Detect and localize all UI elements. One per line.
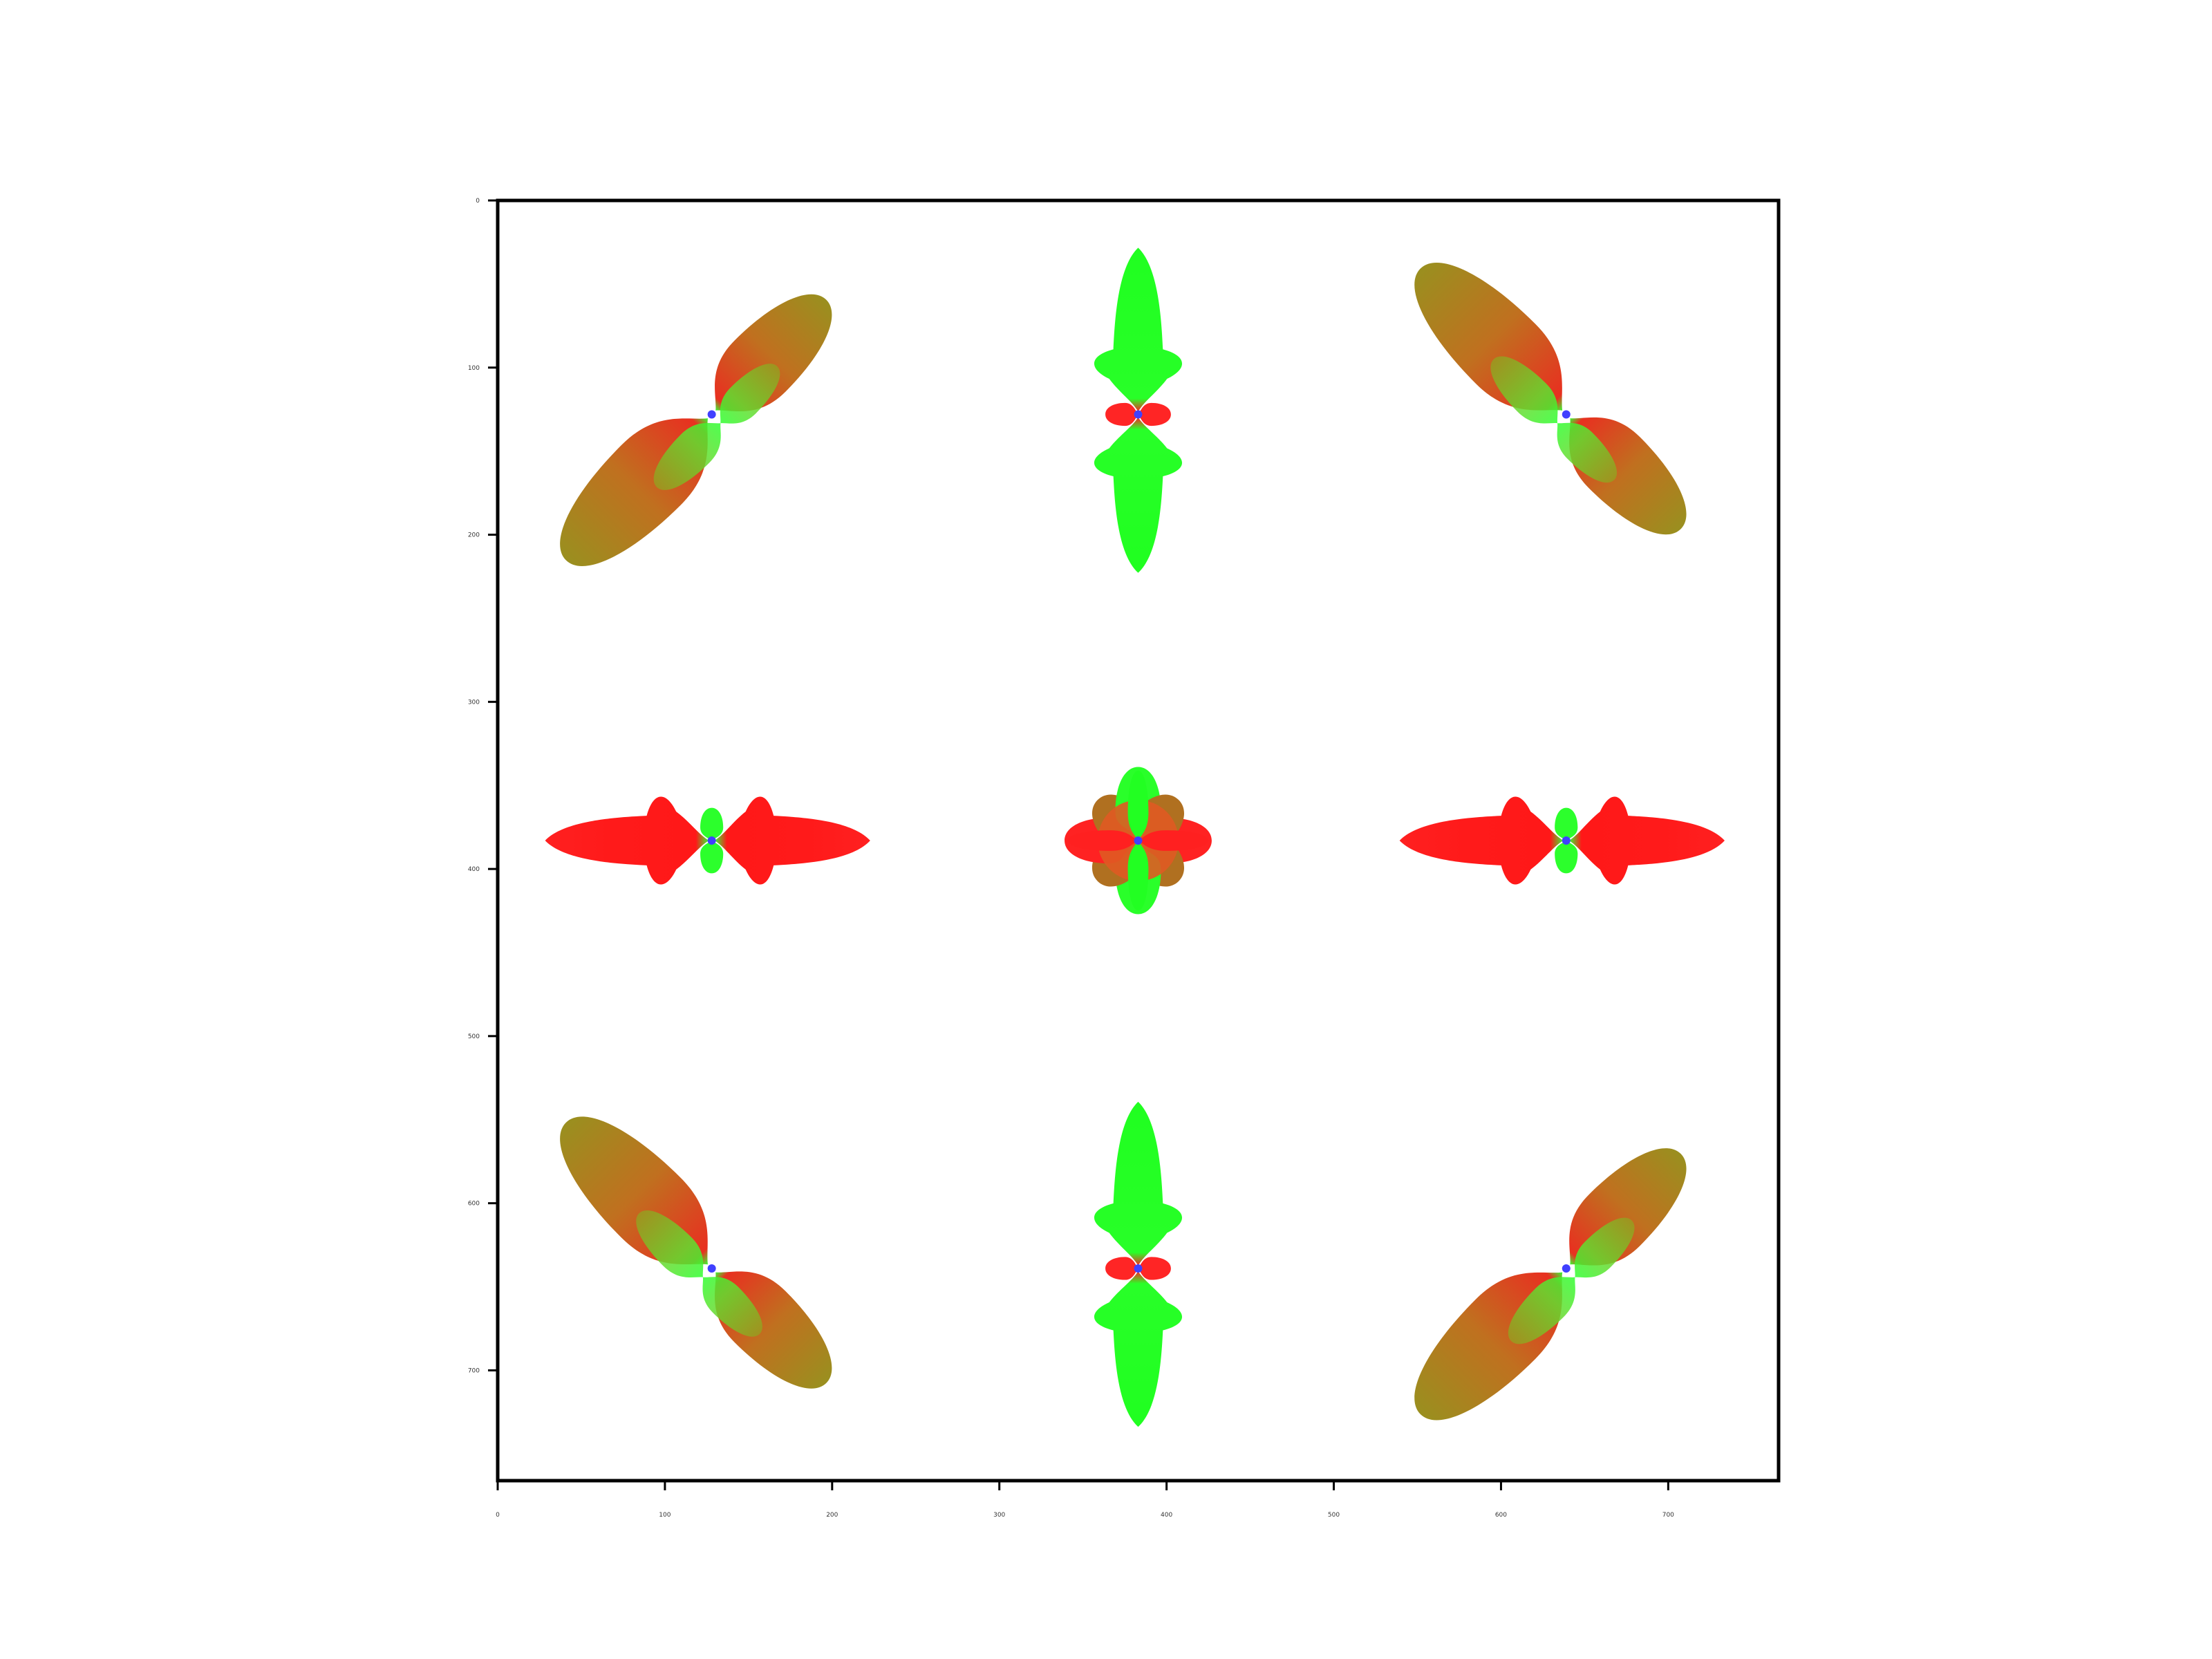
glyph-center-dot [1134,410,1143,418]
glyph-bottom-right [1391,1124,1711,1444]
y-tick-label: 0 [476,198,480,205]
glyph-bottom-center [1094,1102,1182,1427]
glyph-lobe-main [1094,1102,1182,1266]
glyph-middle-right [1400,796,1725,884]
glyph-lobe-long [536,388,738,590]
x-tick-label: 0 [496,1512,500,1519]
glyph-lobe-main [1400,796,1564,884]
y-tick-label: 100 [468,365,480,372]
glyph-lobe-main [1094,247,1182,411]
glyph-lobe-long [1391,238,1592,440]
glyph-lobe-cross [1555,808,1577,841]
y-tick-label: 600 [468,1201,480,1208]
glyph-center-dot [708,836,716,845]
glyph-top-left [536,270,856,590]
x-tick-label: 700 [1662,1512,1674,1519]
glyph-lobe-main [715,796,870,884]
y-tick-label: 500 [468,1033,480,1040]
x-tick-label: 400 [1161,1512,1172,1519]
glyph-lobe-long [1391,1242,1592,1443]
glyph-lobe-cross [1555,841,1577,873]
x-tick-label: 500 [1328,1512,1340,1519]
glyph-lobe-main [1094,1271,1182,1427]
glyph-center-dot [1134,1264,1143,1273]
glyph-center-dot [1562,836,1571,845]
glyph-middle-left [545,796,870,884]
y-tick-label: 200 [468,532,480,539]
x-tick-label: 200 [826,1512,838,1519]
glyph-lobe-cross [1138,403,1171,426]
glyph-layer [536,238,1725,1444]
y-tick-label: 400 [468,866,480,873]
glyph-lobe-cross [1105,403,1138,426]
y-tick-label: 300 [468,699,480,706]
glyph-lobe-main [1569,796,1725,884]
glyph-lobe-long [536,1093,738,1294]
y-tick-label: 700 [468,1367,480,1374]
glyph-lobe-cross [1138,1257,1171,1280]
glyph-center [1065,767,1212,915]
glyph-top-right [1391,238,1711,559]
x-tick-label: 300 [993,1512,1005,1519]
glyph-top-center [1094,247,1182,572]
glyph-center-dot [1134,836,1143,845]
x-tick-label: 100 [659,1512,671,1519]
glyph-lobe-main [1094,417,1182,572]
glyph-lobe-cross [700,841,723,873]
glyph-bottom-left [536,1093,856,1413]
x-tick-label: 600 [1495,1512,1507,1519]
glyph-lobe-cross [700,808,723,841]
glyph-lobe-cross [1105,1257,1138,1280]
glyph-lobe-main [545,796,709,884]
